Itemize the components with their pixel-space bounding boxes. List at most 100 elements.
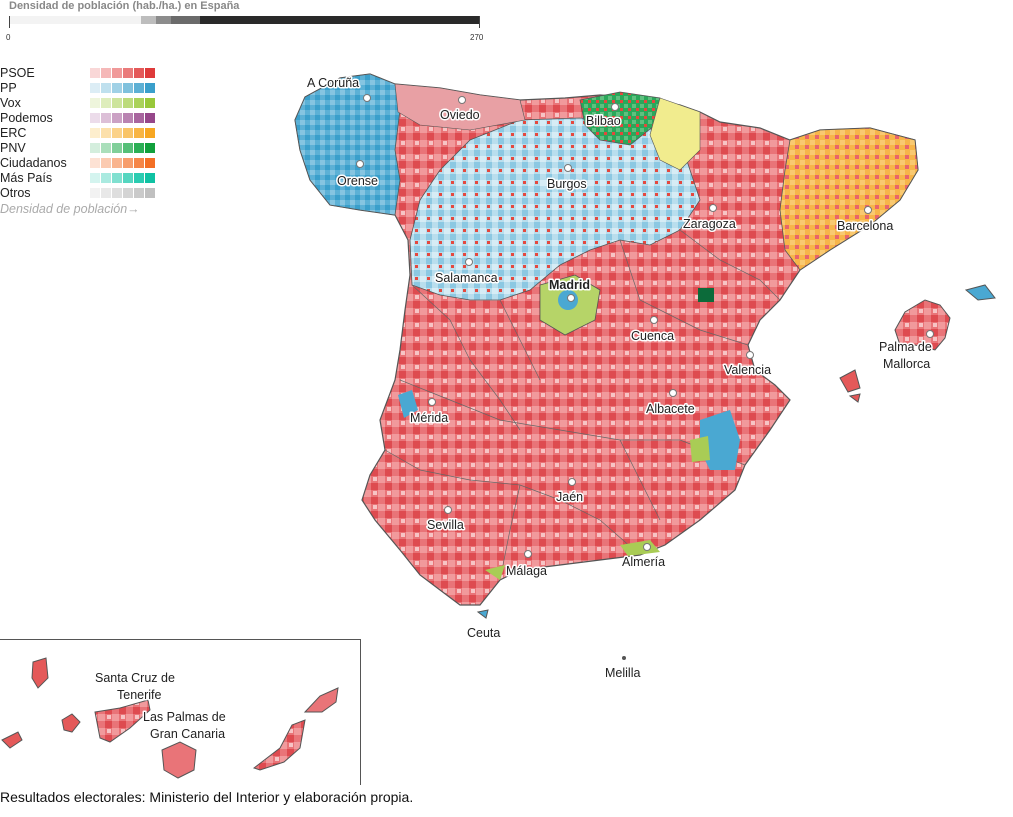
legend-swatch <box>134 128 144 138</box>
city-label-zaragoza: Zaragoza <box>683 217 736 231</box>
legend-swatch <box>123 98 133 108</box>
city-label-palma-line1: Palma de <box>879 340 932 354</box>
density-bar-segment <box>67 16 83 24</box>
legend-swatch <box>101 173 111 183</box>
legend-swatch <box>90 98 100 108</box>
legend-swatch-group <box>90 83 155 93</box>
legend-swatch <box>90 68 100 78</box>
city-label-merida: Mérida <box>410 411 448 425</box>
legend-swatch <box>101 98 111 108</box>
canary-islands <box>1 657 339 779</box>
legend-party-label: PSOE <box>0 66 35 80</box>
mallorca-shape <box>894 299 951 351</box>
city-label-cuenca: Cuenca <box>631 329 674 343</box>
legend-swatch <box>101 83 111 93</box>
density-bar-segment <box>112 16 127 24</box>
source-note: Resultados electorales: Ministerio del I… <box>0 789 414 805</box>
legend-party-label: Más País <box>0 171 53 185</box>
legend-swatch <box>134 113 144 123</box>
density-bar-segment <box>435 16 451 24</box>
legend-swatch <box>145 158 155 168</box>
legend-swatch-group <box>90 98 155 108</box>
vox-patch-murcia <box>690 436 710 462</box>
city-label-madrid: Madrid <box>549 278 590 292</box>
fuerteventura-shape <box>252 719 306 771</box>
legend-swatch <box>112 128 122 138</box>
legend-swatch <box>101 128 111 138</box>
legend-party-label: ERC <box>0 126 27 140</box>
legend-party-label: PNV <box>0 141 26 155</box>
city-label-barcelona: Barcelona <box>837 219 893 233</box>
legend-swatch <box>123 173 133 183</box>
legend-swatch <box>123 83 133 93</box>
galicia-region <box>294 73 401 216</box>
legend-swatch <box>145 68 155 78</box>
formentera-shape <box>848 393 861 403</box>
legend-swatch <box>101 188 111 198</box>
legend-swatch <box>134 188 144 198</box>
legend-row: Más País <box>0 171 170 186</box>
legend-swatch <box>112 113 122 123</box>
legend-swatch <box>112 68 122 78</box>
density-bar-segment <box>9 16 24 24</box>
legend-swatch-group <box>90 188 155 198</box>
city-markers <box>356 94 934 558</box>
legend-swatch <box>134 83 144 93</box>
legend-swatch <box>90 128 100 138</box>
legend-swatch <box>145 143 155 153</box>
ibiza-shape <box>839 369 861 393</box>
density-bar-segment <box>376 16 392 24</box>
density-bar-segment <box>185 16 201 24</box>
density-bar-segment <box>421 16 436 24</box>
city-label-palma-line2: Mallorca <box>883 357 930 371</box>
density-bar-segment <box>170 16 186 24</box>
city-label-malaga: Málaga <box>506 564 547 578</box>
catalonia-region <box>779 127 919 271</box>
legend-swatch <box>123 188 133 198</box>
city-label-santa-cruz-line1: Santa Cruz de <box>95 671 175 685</box>
legend-row: Podemos <box>0 111 170 126</box>
menorca-shape <box>964 284 996 301</box>
city-label-santa-cruz-line2: Tenerife <box>117 688 162 702</box>
legend-swatch <box>145 128 155 138</box>
density-bar-segment <box>450 16 466 24</box>
legend-swatch <box>90 83 100 93</box>
gran-canaria-shape <box>161 741 197 779</box>
legend-swatch <box>134 158 144 168</box>
density-bar-segment <box>406 16 422 24</box>
legend-swatch <box>134 68 144 78</box>
city-label-albacete: Albacete <box>646 402 695 416</box>
legend-swatch <box>123 128 133 138</box>
legend-party-label: Podemos <box>0 111 53 125</box>
legend-party-label: Ciudadanos <box>0 156 67 170</box>
legend-swatch <box>101 113 111 123</box>
legend-swatch <box>123 68 133 78</box>
density-bar-segment <box>229 16 245 24</box>
legend-swatch <box>101 68 111 78</box>
legend-swatch <box>134 98 144 108</box>
legend-swatch <box>134 143 144 153</box>
density-bar-segment <box>23 16 39 24</box>
legend-swatch <box>134 173 144 183</box>
ceuta-shape <box>476 609 489 619</box>
city-label-orense: Orense <box>337 174 378 188</box>
density-bar-segment <box>318 16 333 24</box>
density-tick-min <box>9 16 10 28</box>
la-palma-shape <box>31 657 49 689</box>
legend-row: ERC <box>0 126 170 141</box>
density-bar-segment <box>347 16 363 24</box>
density-bar-segment <box>362 16 377 24</box>
legend-swatch <box>112 158 122 168</box>
density-bar-segment <box>38 16 54 24</box>
city-label-a-coruna: A Coruña <box>307 76 359 90</box>
city-label-burgos: Burgos <box>547 177 587 191</box>
legend-density-footer: Densidad de población→ <box>0 202 140 216</box>
density-max-label: 270 <box>470 33 484 42</box>
legend-swatch <box>123 158 133 168</box>
density-bar-segment <box>303 16 319 24</box>
density-bar-segment <box>215 16 230 24</box>
basque-region <box>579 91 661 146</box>
density-bar-segment <box>156 16 171 24</box>
city-label-salamanca: Salamanca <box>435 271 498 285</box>
party-legend: PSOE PP Vox Podemos ERC PNV Ciudadanos Más País… <box>0 66 170 216</box>
